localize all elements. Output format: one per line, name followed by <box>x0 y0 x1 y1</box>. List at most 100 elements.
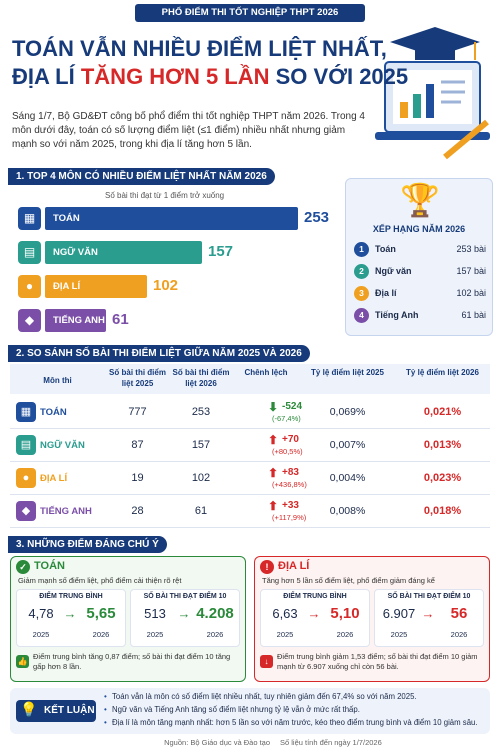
section-heading: 3. NHỮNG ĐIỂM ĐÁNG CHÚ Ý <box>8 536 167 553</box>
section-heading: 2. SO SÁNH SỐ BÀI THI ĐIỂM LIỆT GIỮA NĂM… <box>8 345 310 362</box>
intro: Sáng 1/7, Bộ GD&ĐT công bố phổ điểm thi … <box>12 111 365 150</box>
stat-arrow: → <box>177 606 191 621</box>
rank-badge: 2 <box>354 264 369 279</box>
stat-from: 4,78 <box>28 606 54 621</box>
bar-label: ĐỊA LÍ <box>53 281 81 292</box>
rank-badge: 1 <box>354 242 369 257</box>
bar <box>45 207 298 230</box>
change-value: -524 <box>282 401 303 412</box>
subject-name: ĐỊA LÍ <box>40 473 68 484</box>
change-percent: (+80,5%) <box>272 447 303 456</box>
stat-box <box>374 589 484 647</box>
change-arrow: ⬆ <box>268 499 279 513</box>
title-line: ĐỊA LÍ TĂNG HƠN 5 LẦN SO VỚI 2025 <box>12 64 408 90</box>
count-2026: 61 <box>194 505 208 517</box>
stat-from: 513 <box>144 606 166 621</box>
stat-arrow: → <box>421 606 435 621</box>
count-2025: 777 <box>128 406 147 418</box>
stat-year: 2025 <box>32 630 50 639</box>
bar-value: 253 <box>304 209 330 226</box>
rank-value: 157 bài <box>456 266 486 276</box>
title-part: ĐỊA LÍ <box>12 64 81 89</box>
stat-to: 56 <box>450 605 468 622</box>
stat-year: 2025 <box>276 630 294 639</box>
card-note: Điểm trung bình giảm 1,53 điểm; số bài t… <box>277 652 478 671</box>
subject-icon: ▦ <box>18 207 41 230</box>
subject-icon: ● <box>18 275 41 298</box>
illustration <box>375 27 490 160</box>
bar-value: 102 <box>153 277 179 294</box>
bar <box>45 309 106 332</box>
stat-year: 2026 <box>450 630 468 639</box>
title-line: TOÁN VẪN NHIỀU ĐIỂM LIỆT NHẤT, <box>12 36 387 61</box>
bar-label: NGỮ VĂN <box>53 247 98 258</box>
footer-date: Số liệu tính đến ngày 1/7/2026 <box>280 738 382 747</box>
rate-2026: 0,013% <box>423 439 462 451</box>
bulb-icon: 💡 <box>20 701 38 717</box>
stat-box <box>16 589 126 647</box>
stat-from: 6,63 <box>272 606 298 621</box>
column-header: Tỷ lệ điểm liệt 2025 <box>311 368 384 377</box>
subject-name: TOÁN <box>40 407 67 418</box>
rank-badge: 4 <box>354 308 369 323</box>
stat-label: SỐ BÀI THI ĐẠT ĐIỂM 10 <box>143 593 227 600</box>
bar <box>45 275 147 298</box>
stat-year: 2026 <box>336 630 354 639</box>
bar-label: TIẾNG ANH <box>53 315 105 326</box>
count-2026: 253 <box>191 406 211 418</box>
change-percent: (-67,4%) <box>272 414 301 423</box>
change-percent: (+436,8%) <box>272 480 307 489</box>
subject-name: NGỮ VĂN <box>40 440 85 451</box>
change-arrow: ⬆ <box>268 466 279 480</box>
rank-value: 102 bài <box>456 288 486 298</box>
stat-label: ĐIỂM TRUNG BÌNH <box>39 593 103 600</box>
rate-2026: 0,021% <box>423 406 462 418</box>
card-icon: ! <box>260 560 274 574</box>
bullet-dot: • <box>104 692 107 701</box>
column-header: Số bài thi điểm liệt 2026 <box>172 368 230 388</box>
rate-2025: 0,004% <box>329 472 366 484</box>
footer-source: Nguồn: Bộ Giáo dục và Đào tạo <box>164 738 270 747</box>
change-arrow: ⬆ <box>268 433 279 447</box>
rank-badge: 3 <box>354 286 369 301</box>
rank-value: 61 bài <box>461 310 486 320</box>
card-title: TOÁN <box>34 560 65 572</box>
title-part: TĂNG HƠN 5 LẦN <box>80 64 270 89</box>
stat-label: ĐIỂM TRUNG BÌNH <box>283 593 347 600</box>
rank-subject: Địa lí <box>375 288 397 298</box>
stat-to: 4.208 <box>196 605 234 622</box>
bullet-dot: • <box>104 718 107 727</box>
count-2025: 87 <box>131 439 144 451</box>
section-heading: 1. TOP 4 MÔN CÓ NHIỀU ĐIỂM LIỆT NHẤT NĂM… <box>8 168 275 185</box>
subject-icon: ● <box>16 468 36 488</box>
column-header: Chênh lệch <box>244 368 288 377</box>
conclusion-bullet: Ngữ văn và Tiếng Anh tăng số điểm liệt n… <box>112 705 360 714</box>
ranking-box <box>345 178 493 336</box>
row-divider <box>10 461 490 462</box>
subject-icon: ▤ <box>16 435 36 455</box>
ranking-title: XẾP HẠNG NĂM 2026 <box>372 224 466 234</box>
count-2025: 19 <box>131 472 144 484</box>
table-header-bg <box>10 364 490 394</box>
rate-2026: 0,018% <box>423 505 462 517</box>
bar <box>45 241 202 264</box>
stat-to: 5,65 <box>86 605 116 622</box>
change-value: +83 <box>282 467 299 478</box>
bar-note: Số bài thi đạt từ 1 điểm trở xuống <box>105 191 225 200</box>
card-icon: ✓ <box>16 560 30 574</box>
rate-2025: 0,069% <box>329 406 366 418</box>
change-value: +33 <box>282 500 299 511</box>
conclusion-bullet: Toán vẫn là môn có số điểm liệt nhiều nh… <box>112 692 417 701</box>
bar-value: 157 <box>208 243 234 260</box>
rate-2025: 0,007% <box>329 439 366 451</box>
subject-icon: ▦ <box>16 402 36 422</box>
conclusion-bullet: Địa lí là môn tăng mạnh nhất: hơn 5 lần … <box>112 718 478 727</box>
row-divider <box>10 494 490 495</box>
column-header: Môn thi <box>43 376 72 385</box>
change-arrow: ⬇ <box>268 400 279 414</box>
stat-year: 2025 <box>390 630 408 639</box>
count-2025: 28 <box>131 505 144 517</box>
stat-year: 2026 <box>206 630 224 639</box>
card-title: ĐỊA LÍ <box>278 560 310 572</box>
bar-label: TOÁN <box>53 213 80 224</box>
